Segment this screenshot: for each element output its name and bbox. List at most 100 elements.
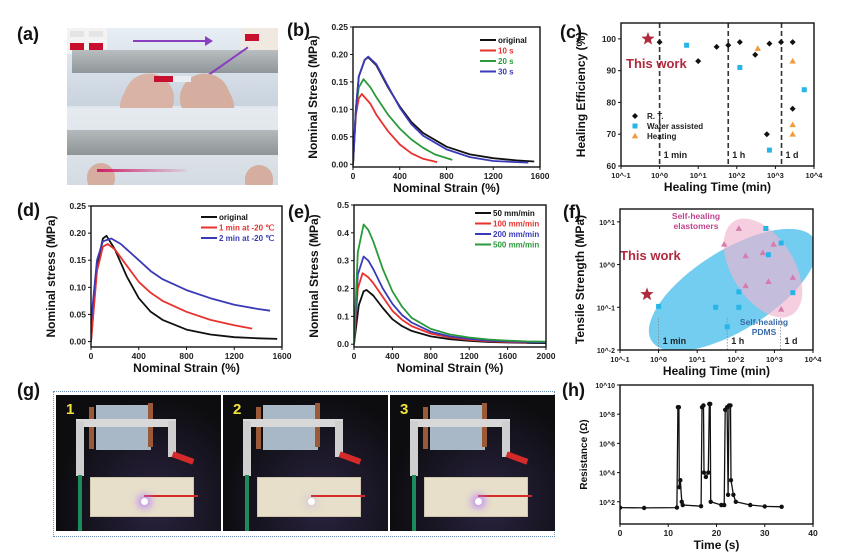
x-tick-label: 10^0 — [650, 355, 667, 364]
data-point — [766, 147, 772, 153]
y-axis-label: Nominal Stress (MPa) — [307, 214, 321, 337]
data-point — [695, 58, 702, 65]
x-tick-label: 10^-1 — [610, 355, 629, 364]
x-tick-label: 10^-1 — [611, 171, 630, 180]
x-tick-label: 30 — [760, 528, 770, 538]
region-label-pdms: Self-healing — [740, 317, 788, 327]
data-point — [680, 502, 685, 508]
data-point — [724, 324, 730, 330]
y-tick-label: 0.0 — [337, 339, 349, 349]
x-tick-label: 10^3 — [767, 171, 784, 180]
region-label-pdms: PDMS — [752, 327, 777, 337]
data-point — [778, 39, 785, 46]
foil-left — [243, 421, 251, 476]
breadboard — [257, 477, 361, 517]
this-work-label: This work — [620, 248, 681, 263]
reference-line-label: 1 h — [731, 336, 744, 346]
plot-area — [648, 218, 813, 350]
y-tick-label: 10^2 — [599, 499, 615, 507]
data-point — [754, 45, 762, 51]
foil-left — [76, 421, 84, 476]
y-tick-label: 10^6 — [599, 440, 615, 448]
plot-frame — [619, 208, 814, 351]
data-point — [701, 403, 706, 408]
legend-label: 200 mm/min — [493, 230, 539, 239]
series-line — [620, 403, 782, 509]
series-line — [353, 78, 453, 165]
legend-label: R. T. — [647, 112, 663, 121]
y-tick-label: 0.00 — [331, 159, 348, 169]
data-point — [789, 105, 796, 112]
y-tick-label: 10^-2 — [597, 347, 615, 355]
data-point — [731, 492, 736, 498]
stretched-sample — [97, 169, 187, 172]
series-10 s — [353, 93, 438, 165]
x-axis-label: Nominal Strain (%) — [397, 361, 504, 375]
x-axis-label: Nominal Strain (%) — [133, 361, 240, 375]
this-work-label: This work — [626, 56, 687, 71]
x-tick-label: 800 — [179, 351, 193, 361]
region-label-elastomers: Self-healing — [672, 211, 720, 221]
data-point — [801, 87, 807, 93]
y-axis-label: Nominal stress (MPa) — [44, 215, 58, 337]
y-tick-label: 60 — [607, 161, 617, 171]
legend-marker — [632, 113, 638, 119]
plot-area — [620, 401, 784, 511]
inset-samples — [67, 28, 107, 54]
data-point — [722, 502, 727, 508]
x-tick-label: 40 — [808, 528, 818, 538]
series-200 mm/min — [354, 255, 546, 345]
series-2 min at -20 ℃ — [91, 237, 271, 323]
series-R. T. — [656, 39, 796, 138]
y-tick-label: 0.25 — [331, 22, 348, 32]
panel-label-d: (d) — [17, 200, 40, 220]
legend-marker — [631, 132, 639, 139]
foil-strip — [410, 419, 510, 427]
x-tick-label: 0 — [352, 351, 357, 361]
this-work-star — [641, 31, 655, 45]
series-Water assisted — [684, 42, 807, 153]
x-tick-label: 10^4 — [806, 171, 824, 180]
legend-label: 20 s — [498, 57, 514, 66]
x-tick-label: 2000 — [537, 351, 556, 361]
plot-area — [354, 223, 546, 345]
inset-healed-sample — [241, 28, 278, 50]
data-point — [766, 40, 773, 47]
x-tick-label: 800 — [424, 351, 438, 361]
y-tick-label: 10^4 — [599, 470, 615, 478]
data-point — [676, 405, 682, 410]
data-point — [789, 39, 796, 46]
x-tick-label: 400 — [132, 351, 146, 361]
panel-label-g: (g) — [17, 380, 40, 400]
chart-d: 0 400 800 1200 1600 0.00 0.05 0.10 0.15 0.20 0.25 N… — [44, 201, 292, 375]
series-Heating — [754, 45, 796, 137]
x-tick-label: 400 — [393, 171, 407, 181]
legend-marker — [632, 123, 638, 129]
photo-circuit-2: 2 — [223, 395, 388, 531]
sample-clear — [173, 76, 191, 82]
y-tick-label: 0.10 — [69, 282, 86, 292]
x-axis-label: Nominal Strain (%) — [393, 181, 500, 195]
legend-label: 2 min at -20 ℃ — [219, 234, 274, 243]
sample-clear — [70, 31, 84, 37]
series-line — [353, 55, 529, 165]
panel-label-a: (a) — [17, 24, 39, 44]
arrow-head-icon — [205, 36, 213, 46]
chart-e: 0 400 800 1200 1600 2000 0.0 0.1 0.2 0.3 0.4 0.5 Nom… — [307, 200, 556, 375]
data-point — [728, 403, 733, 408]
x-tick-label: 800 — [439, 171, 453, 181]
y-tick-label: 100 — [602, 34, 616, 44]
y-tick-label: 0.05 — [69, 309, 86, 319]
x-tick-label: 20 — [712, 528, 722, 538]
data-point — [765, 278, 772, 284]
y-tick-label: 0.25 — [69, 201, 86, 211]
y-tick-label: 10^0 — [599, 262, 615, 270]
reference-line-label: 1 min — [663, 336, 687, 346]
data-point — [656, 303, 662, 309]
x-tick-label: 10^1 — [689, 355, 706, 364]
x-axis-label: Healing Time (min) — [664, 180, 771, 194]
y-tick-label: 0.20 — [331, 49, 348, 59]
data-point — [641, 505, 647, 511]
y-axis-label: Resistance (Ω) — [579, 419, 590, 489]
y-tick-label: 80 — [607, 97, 617, 107]
